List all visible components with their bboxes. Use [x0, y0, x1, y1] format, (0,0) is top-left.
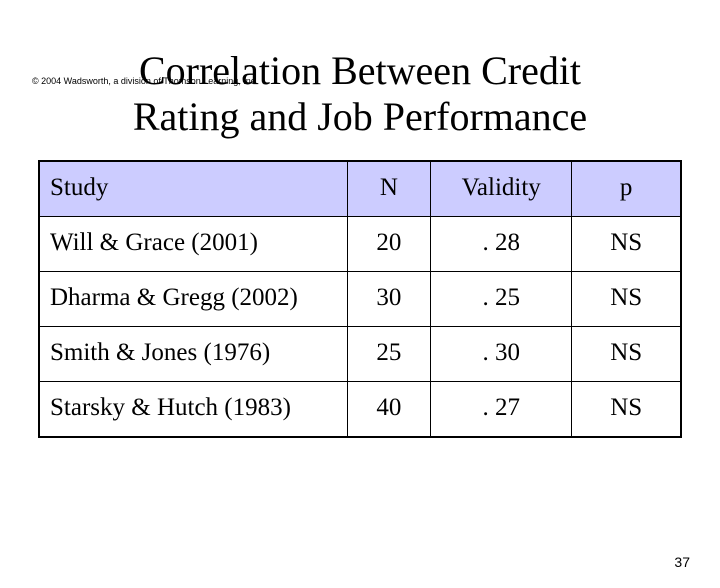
cell-p: NS	[572, 272, 681, 327]
cell-p: NS	[572, 327, 681, 382]
cell-study: Smith & Jones (1976)	[39, 327, 347, 382]
cell-study: Will & Grace (2001)	[39, 217, 347, 272]
table-row: Smith & Jones (1976) 25 . 30 NS	[39, 327, 681, 382]
cell-p: NS	[572, 217, 681, 272]
cell-validity: . 30	[431, 327, 572, 382]
col-header-n: N	[347, 161, 430, 217]
correlation-table: Study N Validity p Will & Grace (2001) 2…	[38, 160, 682, 438]
cell-validity: . 27	[431, 382, 572, 438]
table-row: Dharma & Gregg (2002) 30 . 25 NS	[39, 272, 681, 327]
title-line-1: Correlation Between Credit	[139, 48, 581, 93]
table-row: Starsky & Hutch (1983) 40 . 27 NS	[39, 382, 681, 438]
col-header-p: p	[572, 161, 681, 217]
cell-p: NS	[572, 382, 681, 438]
cell-n: 40	[347, 382, 430, 438]
cell-validity: . 28	[431, 217, 572, 272]
table-row: Will & Grace (2001) 20 . 28 NS	[39, 217, 681, 272]
title-line-2: Rating and Job Performance	[133, 94, 587, 139]
cell-study: Dharma & Gregg (2002)	[39, 272, 347, 327]
cell-validity: . 25	[431, 272, 572, 327]
cell-study: Starsky & Hutch (1983)	[39, 382, 347, 438]
cell-n: 20	[347, 217, 430, 272]
copyright-text: © 2004 Wadsworth, a division of Thomson …	[32, 76, 258, 86]
cell-n: 30	[347, 272, 430, 327]
col-header-validity: Validity	[431, 161, 572, 217]
table-container: Study N Validity p Will & Grace (2001) 2…	[38, 160, 682, 438]
col-header-study: Study	[39, 161, 347, 217]
page-number: 37	[674, 554, 690, 570]
page-title: Correlation Between Credit Rating and Jo…	[0, 48, 720, 140]
table-header-row: Study N Validity p	[39, 161, 681, 217]
cell-n: 25	[347, 327, 430, 382]
